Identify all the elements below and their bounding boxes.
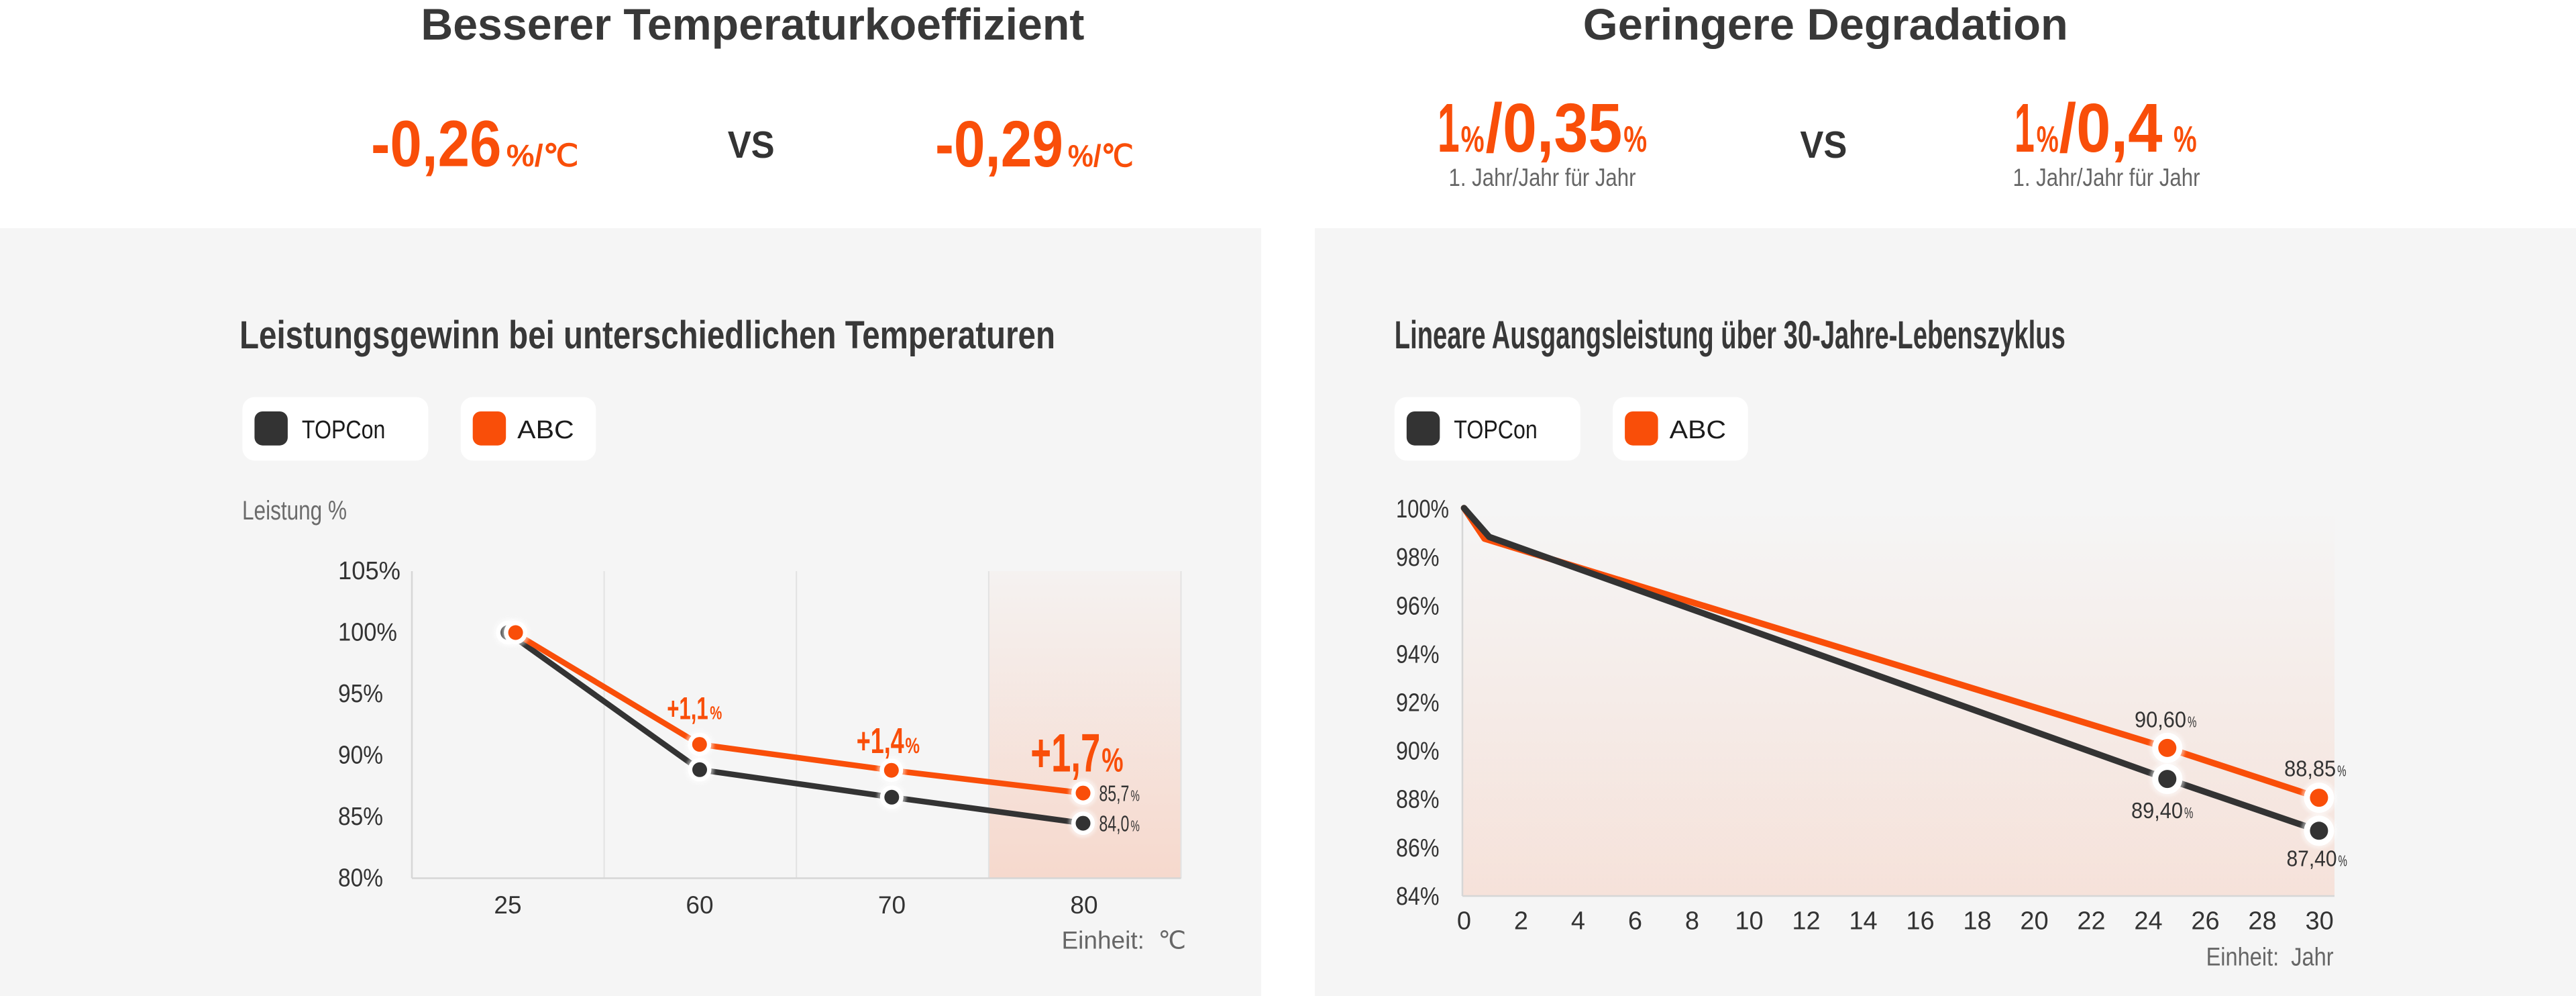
svg-text:85%: 85%	[338, 803, 383, 831]
svg-text:0: 0	[1457, 907, 1471, 935]
svg-text:18: 18	[1963, 907, 1991, 935]
svg-text:90%: 90%	[338, 742, 383, 770]
svg-text:%: %	[710, 703, 722, 724]
svg-text:12: 12	[1792, 907, 1820, 935]
svg-text:70: 70	[878, 891, 906, 919]
svg-text:%: %	[1131, 817, 1140, 835]
svg-text:/0,4: /0,4	[2059, 89, 2163, 166]
svg-text:Geringere Degradation: Geringere Degradation	[1583, 0, 2068, 49]
svg-text:%/℃: %/℃	[506, 138, 579, 173]
svg-text:%: %	[2174, 118, 2197, 160]
svg-text:84%: 84%	[1396, 883, 1440, 911]
svg-text:60: 60	[686, 891, 713, 919]
svg-text:%: %	[2337, 762, 2346, 780]
svg-text:88%: 88%	[1396, 786, 1440, 814]
svg-text:VS: VS	[1800, 123, 1847, 166]
svg-text:-0,29: -0,29	[935, 107, 1063, 181]
svg-text:ABC: ABC	[517, 416, 574, 444]
svg-text:105%: 105%	[338, 557, 400, 585]
svg-text:Leistungsgewinn bei unterschie: Leistungsgewinn bei unterschiedlichen Te…	[239, 313, 1055, 357]
svg-text:80: 80	[1070, 891, 1097, 919]
svg-text:100%: 100%	[338, 619, 397, 647]
svg-text:24: 24	[2134, 907, 2162, 935]
svg-text:4: 4	[1571, 907, 1585, 935]
svg-text:Einheit: Jahr: Einheit: Jahr	[2206, 944, 2334, 972]
svg-text:+1,1: +1,1	[667, 691, 708, 726]
svg-text:86%: 86%	[1396, 834, 1440, 862]
svg-text:+1,4: +1,4	[857, 721, 904, 761]
svg-text:TOPCon: TOPCon	[302, 416, 386, 444]
svg-text:%: %	[1131, 787, 1140, 805]
svg-text:84,0: 84,0	[1099, 811, 1129, 836]
svg-text:80%: 80%	[338, 864, 383, 893]
svg-text:Besserer Temperaturkoeffizient: Besserer Temperaturkoeffizient	[421, 0, 1084, 49]
svg-text:92%: 92%	[1396, 689, 1440, 717]
svg-text:100%: 100%	[1396, 495, 1449, 524]
svg-text:96%: 96%	[1396, 592, 1440, 620]
svg-text:1. Jahr/Jahr für Jahr: 1. Jahr/Jahr für Jahr	[2013, 164, 2200, 191]
svg-text:-0,26: -0,26	[371, 107, 502, 181]
svg-text:94%: 94%	[1396, 640, 1440, 668]
svg-text:28: 28	[2248, 907, 2276, 935]
svg-text:/0,35: /0,35	[1486, 89, 1623, 166]
svg-text:6: 6	[1628, 907, 1642, 935]
svg-text:TOPCon: TOPCon	[1454, 416, 1538, 444]
svg-text:88,85: 88,85	[2284, 756, 2336, 781]
svg-text:%: %	[2037, 118, 2059, 160]
svg-text:25: 25	[494, 891, 521, 919]
svg-text:Leistung %: Leistung %	[242, 496, 347, 526]
svg-text:22: 22	[2077, 907, 2105, 935]
svg-text:%: %	[2184, 804, 2193, 821]
svg-text:90%: 90%	[1396, 738, 1440, 766]
svg-text:95%: 95%	[338, 680, 383, 708]
svg-text:%/℃: %/℃	[1068, 138, 1134, 173]
svg-text:%: %	[2188, 713, 2196, 730]
svg-text:ABC: ABC	[1670, 416, 1727, 444]
svg-text:90,60: 90,60	[2135, 707, 2186, 732]
svg-text:2: 2	[1514, 907, 1528, 935]
svg-text:1: 1	[2015, 89, 2035, 166]
svg-text:%: %	[1461, 118, 1485, 160]
svg-text:Lineare Ausgangsleistung über: Lineare Ausgangsleistung über 30-Jahre-L…	[1395, 313, 2065, 357]
svg-text:8: 8	[1685, 907, 1699, 935]
svg-text:89,40: 89,40	[2131, 798, 2183, 823]
svg-text:87,40: 87,40	[2287, 846, 2337, 871]
svg-text:%: %	[1623, 118, 1647, 160]
svg-text:20: 20	[2020, 907, 2048, 935]
svg-text:+1,7: +1,7	[1030, 724, 1100, 784]
svg-text:%: %	[1102, 742, 1123, 779]
svg-text:16: 16	[1906, 907, 1934, 935]
svg-text:30: 30	[2305, 907, 2333, 935]
svg-text:Einheit: ℃: Einheit: ℃	[1061, 926, 1186, 954]
svg-text:1. Jahr/Jahr für Jahr: 1. Jahr/Jahr für Jahr	[1449, 164, 1636, 191]
svg-text:%: %	[905, 734, 920, 758]
svg-text:98%: 98%	[1396, 544, 1440, 572]
svg-text:14: 14	[1849, 907, 1877, 935]
svg-text:VS: VS	[728, 123, 775, 166]
svg-text:85,7: 85,7	[1099, 781, 1129, 806]
svg-text:26: 26	[2191, 907, 2219, 935]
svg-text:1: 1	[1438, 89, 1460, 166]
svg-text:10: 10	[1735, 907, 1763, 935]
svg-text:%: %	[2339, 852, 2347, 870]
